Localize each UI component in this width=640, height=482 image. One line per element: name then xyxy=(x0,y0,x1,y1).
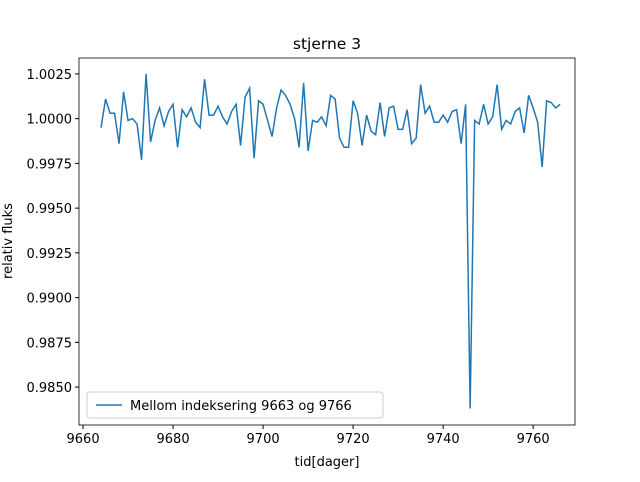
plot-frame xyxy=(78,57,576,426)
chart-title: stjerne 3 xyxy=(293,35,361,53)
y-tick-label: 0.9925 xyxy=(27,247,73,262)
y-tick-label: 1.0000 xyxy=(27,113,73,128)
y-axis-label: relativ fluks xyxy=(1,203,16,279)
x-tick-label: 9660 xyxy=(67,432,100,447)
x-tick-label: 9760 xyxy=(517,432,550,447)
legend xyxy=(86,391,384,419)
x-tick-label: 9700 xyxy=(247,432,280,447)
y-tick-label: 0.9850 xyxy=(27,381,73,396)
y-tick-label: 0.9875 xyxy=(27,336,73,351)
y-tick-label: 0.9975 xyxy=(27,157,73,172)
y-tick-label: 0.9900 xyxy=(27,292,73,307)
y-tick-label: 0.9950 xyxy=(27,202,73,217)
legend-label: Mellom indeksering 9663 og 9766 xyxy=(130,399,352,414)
x-tick-label: 9740 xyxy=(427,432,460,447)
x-tick-label: 9680 xyxy=(157,432,190,447)
x-axis-label: tid[dager] xyxy=(295,455,360,470)
x-tick-label: 9720 xyxy=(337,432,370,447)
y-tick-label: 1.0025 xyxy=(27,68,73,83)
data-line xyxy=(100,73,561,409)
legend-box xyxy=(86,391,384,419)
